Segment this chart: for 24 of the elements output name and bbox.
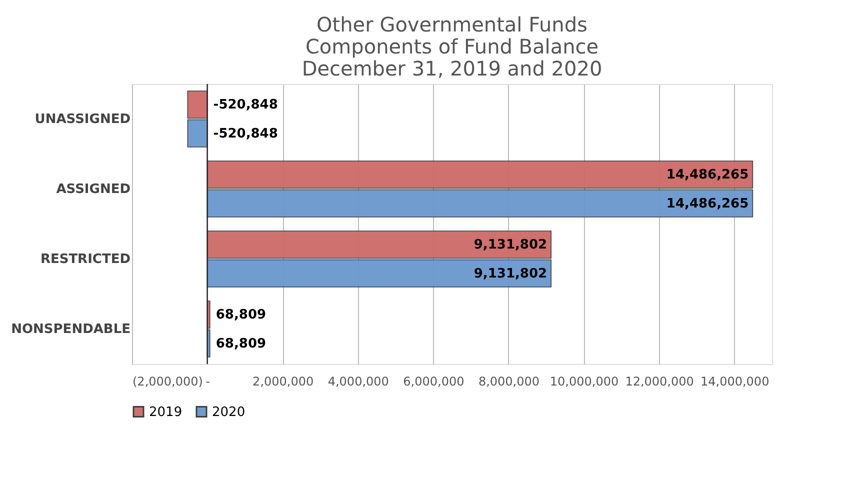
x-tick-label: 14,000,000 bbox=[700, 374, 770, 388]
data-label: -520,848 bbox=[213, 98, 278, 113]
x-tick-label: 6,000,000 bbox=[403, 374, 464, 388]
data-label: 68,809 bbox=[216, 336, 266, 352]
data-label: 9,131,802 bbox=[474, 238, 548, 253]
y-tick-label: RESTRICTED bbox=[40, 252, 131, 267]
x-tick-label: 12,000,000 bbox=[625, 374, 694, 388]
y-tick-label: ASSIGNED bbox=[56, 182, 131, 197]
data-label: 14,486,265 bbox=[666, 196, 749, 212]
chart-title: Other Governmental Funds Components of Fund Balance December 31, 2019 and 2020 bbox=[302, 12, 602, 80]
x-tick-label: 10,000,000 bbox=[550, 374, 619, 388]
x-tick-label: 8,000,000 bbox=[478, 374, 540, 388]
data-label: 9,131,802 bbox=[474, 266, 548, 282]
x-tick-label: (2,000,000) bbox=[132, 374, 203, 388]
data-label: 68,809 bbox=[216, 308, 266, 323]
legend-label: 2019 bbox=[149, 404, 182, 420]
legend-label: 2020 bbox=[212, 404, 246, 420]
data-label: -520,848 bbox=[213, 126, 278, 142]
x-tick-label: 4,000,000 bbox=[328, 374, 389, 388]
x-tick-label: - bbox=[206, 374, 210, 388]
x-tick-label: 2,000,000 bbox=[252, 374, 314, 388]
data-label: 14,486,265 bbox=[666, 168, 749, 183]
y-tick-label: NONSPENDABLE bbox=[11, 322, 130, 337]
y-tick-label: UNASSIGNED bbox=[34, 112, 131, 127]
